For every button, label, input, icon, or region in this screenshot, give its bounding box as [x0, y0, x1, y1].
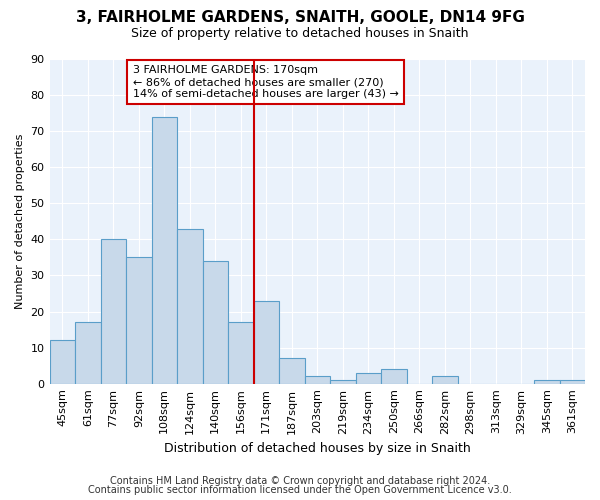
- Bar: [177, 228, 203, 384]
- Bar: [50, 340, 75, 384]
- Text: Contains HM Land Registry data © Crown copyright and database right 2024.: Contains HM Land Registry data © Crown c…: [110, 476, 490, 486]
- Y-axis label: Number of detached properties: Number of detached properties: [15, 134, 25, 309]
- Bar: [254, 300, 279, 384]
- Bar: [279, 358, 305, 384]
- Text: 3 FAIRHOLME GARDENS: 170sqm
← 86% of detached houses are smaller (270)
14% of se: 3 FAIRHOLME GARDENS: 170sqm ← 86% of det…: [133, 66, 398, 98]
- Bar: [75, 322, 101, 384]
- Text: 3, FAIRHOLME GARDENS, SNAITH, GOOLE, DN14 9FG: 3, FAIRHOLME GARDENS, SNAITH, GOOLE, DN1…: [76, 10, 524, 25]
- Bar: [305, 376, 330, 384]
- Text: Contains public sector information licensed under the Open Government Licence v3: Contains public sector information licen…: [88, 485, 512, 495]
- Bar: [560, 380, 585, 384]
- Bar: [330, 380, 356, 384]
- Bar: [203, 261, 228, 384]
- Bar: [534, 380, 560, 384]
- Bar: [356, 373, 381, 384]
- Bar: [152, 116, 177, 384]
- Text: Size of property relative to detached houses in Snaith: Size of property relative to detached ho…: [131, 28, 469, 40]
- Bar: [126, 258, 152, 384]
- Bar: [101, 240, 126, 384]
- Bar: [228, 322, 254, 384]
- Bar: [381, 370, 407, 384]
- X-axis label: Distribution of detached houses by size in Snaith: Distribution of detached houses by size …: [164, 442, 470, 455]
- Bar: [432, 376, 458, 384]
